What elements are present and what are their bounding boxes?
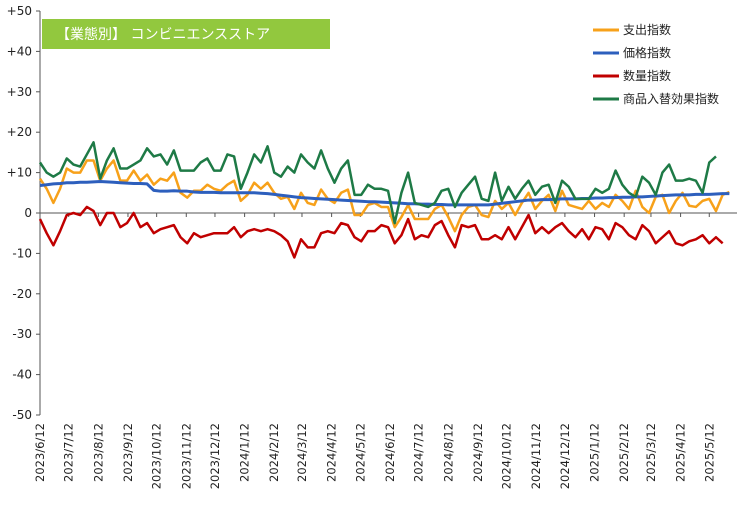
y-tick-label: +20 [7,125,32,139]
series-line-3 [38,205,724,259]
series-line-2 [39,179,730,207]
x-tick-label: 2023/6/12 [33,423,47,482]
y-tick-label: +10 [7,166,32,180]
chart-title-background [42,19,330,49]
x-tick-label: 2025/3/12 [644,423,658,482]
series-line-4 [38,141,717,225]
x-tick-label: 2023/10/12 [150,423,164,489]
x-tick-label: 2024/2/12 [267,423,281,482]
x-tick-label: 2024/9/12 [471,423,485,482]
x-tick-label: 2024/10/12 [500,423,514,489]
x-tick-label: 2023/11/12 [179,423,193,489]
chart-title-box: 【業態別】 コンビニエンスストア [42,19,330,49]
y-tick-label: +40 [7,44,32,58]
x-tick-label: 2024/6/12 [383,423,397,482]
x-tick-label: 2023/8/12 [91,423,105,482]
x-tick-label: 2024/4/12 [325,423,339,482]
y-tick-label: -40 [12,368,32,382]
y-tick-label: -50 [12,408,32,422]
y-tick-label: 0 [24,206,32,220]
x-tick-label: 2024/7/12 [412,423,426,482]
y-tick-label: -10 [12,246,32,260]
x-tick-label: 2024/11/12 [529,423,543,489]
legend-label: 価格指数 [623,45,671,60]
axis-layer: +50 +40 +30 +20 +10 0 -10 -20 -30 -40 -502023/6/12… [7,4,737,489]
x-tick-label: 2025/1/12 [588,423,602,482]
legend-label: 数量指数 [623,68,671,83]
x-tick-label: 2025/2/12 [617,423,631,482]
x-tick-label: 2024/12/12 [558,423,572,489]
y-tick-label: -30 [12,327,32,341]
x-tick-label: 2023/7/12 [62,423,76,482]
x-tick-label: 2024/1/12 [238,423,252,482]
legend-label: 支出指数 [623,22,671,37]
legend-label: 商品入替効果指数 [623,91,719,106]
y-tick-label: -20 [12,287,32,301]
series-layer [38,141,730,259]
y-tick-label: +30 [7,85,32,99]
x-tick-label: 2024/8/12 [441,423,455,482]
x-tick-label: 2025/4/12 [674,423,688,482]
x-tick-label: 2024/3/12 [295,423,309,482]
x-tick-label: 2023/12/12 [208,423,222,489]
x-tick-label: 2025/5/12 [702,423,716,482]
x-tick-label: 2023/9/12 [121,423,135,482]
y-tick-label: +50 [7,4,32,18]
chart-title: 【業態別】 コンビニエンスストア [56,27,270,43]
x-tick-label: 2024/5/12 [353,423,367,482]
